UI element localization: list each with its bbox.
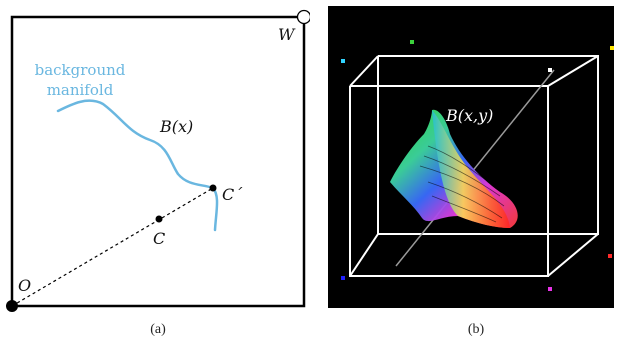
corner-marker-cyan (341, 59, 345, 63)
origin-point (6, 300, 18, 312)
corner-marker-red (608, 254, 612, 258)
origin-label: O (18, 276, 31, 295)
point-c-prime-label: C´ (222, 185, 243, 204)
corner-marker-magenta (548, 287, 552, 291)
white-point-label: W (278, 25, 296, 44)
caption-a: (a) (150, 322, 166, 337)
manifold-label-line1: background (35, 61, 126, 79)
panel-b-3d-plot: B(x,y) (328, 6, 614, 308)
dashed-line-o-to-c-prime (11, 187, 214, 307)
point-c-label: C (153, 229, 165, 248)
point-c (155, 215, 163, 223)
panel-a-svg: background manifold B(x) C C´ O W (6, 9, 310, 312)
caption-b: (b) (467, 322, 485, 337)
corner-marker-white (548, 68, 552, 72)
color-surface (390, 109, 518, 228)
white-point (296, 9, 310, 25)
color-space-frame (10, 15, 306, 308)
cube-wireframe (349, 55, 599, 277)
corner-marker-blue (341, 276, 345, 280)
cube-diagonal (395, 69, 555, 267)
panel-b-svg: B(x,y) (341, 40, 614, 291)
manifold-label-line2: manifold (47, 81, 114, 99)
surface-label-bxy: B(x,y) (445, 106, 493, 125)
curve-label-bx: B(x) (159, 117, 193, 136)
panel-a-diagram: background manifold B(x) C C´ O W (6, 9, 310, 312)
point-c-prime (209, 184, 217, 192)
corner-marker-yellow (610, 46, 614, 50)
corner-marker-green (410, 40, 414, 44)
